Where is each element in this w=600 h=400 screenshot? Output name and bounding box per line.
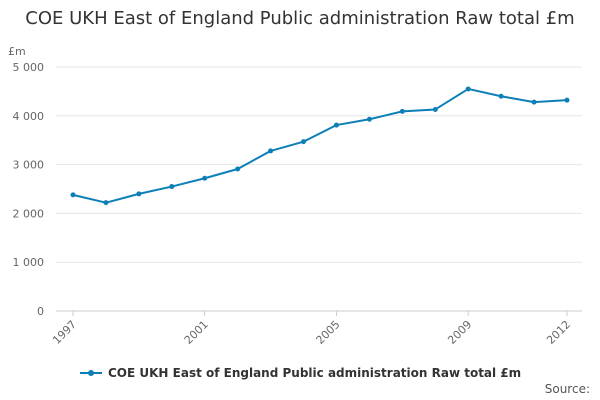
data-point — [301, 139, 307, 145]
data-point — [465, 86, 471, 92]
source-label: Source: — [544, 382, 590, 396]
data-point — [268, 148, 274, 154]
data-point — [498, 93, 504, 99]
x-tick-label: 2001 — [182, 318, 211, 347]
y-tick-label: 4 000 — [13, 110, 45, 123]
legend-series-label: COE UKH East of England Public administr… — [108, 366, 522, 380]
data-point — [136, 191, 142, 197]
data-point — [202, 175, 208, 181]
data-point — [169, 184, 175, 190]
data-point — [103, 200, 109, 206]
x-tick-label: 2005 — [314, 318, 343, 347]
x-tick-label: 2012 — [544, 318, 573, 347]
y-tick-label: 5 000 — [13, 61, 45, 74]
y-tick-label: 1 000 — [13, 256, 45, 269]
data-point — [399, 108, 405, 114]
data-point — [432, 106, 438, 112]
data-point — [564, 97, 570, 103]
series-line — [72, 87, 568, 204]
legend[interactable]: COE UKH East of England Public administr… — [80, 366, 521, 380]
legend-series-symbol — [80, 367, 102, 379]
chart-title: COE UKH East of England Public administr… — [25, 8, 575, 29]
data-point — [70, 192, 76, 198]
data-point — [531, 99, 537, 105]
data-point — [333, 122, 339, 128]
x-tick-label: 1997 — [50, 318, 79, 347]
data-point — [235, 166, 241, 172]
y-axis-label: £m — [8, 45, 26, 58]
y-tick-label: 3 000 — [13, 159, 45, 172]
data-point — [366, 116, 372, 122]
x-tick-label: 2009 — [445, 318, 474, 347]
y-tick-label: 0 — [37, 305, 44, 318]
y-tick-label: 2 000 — [13, 207, 45, 220]
